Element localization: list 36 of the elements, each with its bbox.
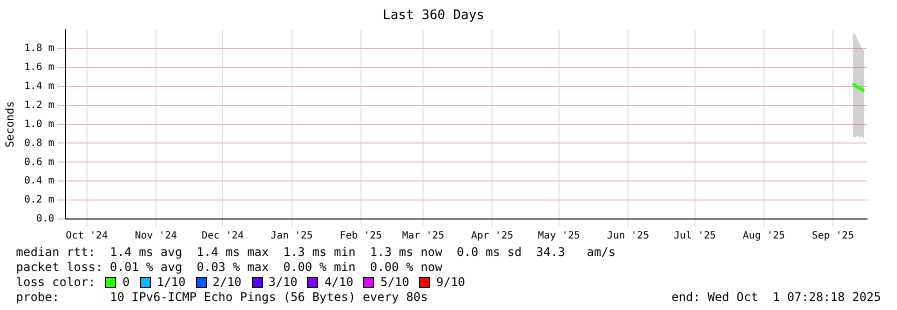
x-tick-label: Jul '25 (674, 230, 716, 242)
x-tick-label: May '25 (538, 230, 580, 242)
x-tick-label: Nov '24 (134, 230, 177, 242)
legend-label: 1/10 (156, 275, 186, 290)
y-tick-label: 0.2 m (24, 194, 54, 206)
x-tick-label: Mar '25 (402, 230, 444, 242)
x-tick-label: Dec '24 (202, 230, 244, 242)
chart-title: Last 360 Days (382, 8, 484, 24)
y-tick-label: 1.2 m (24, 100, 54, 111)
x-tick-label: Oct '24 (66, 230, 108, 242)
legend-title: loss color: (16, 275, 96, 290)
y-tick-label: 1.8 m (24, 43, 54, 54)
x-tick-label: Aug '25 (742, 230, 785, 242)
x-tick-label: Sep '25 (812, 230, 854, 242)
y-tick-label: 1.4 m (24, 81, 54, 92)
text: probe: 10 IPv6-ICMP Echo Pings (56 Bytes) every 80s (16, 290, 428, 305)
x-tick-label: Feb '25 (340, 230, 382, 242)
text: packet loss: 0.01 % avg 0.03 % max 0.00 % min 0.00 % now (16, 260, 444, 275)
legend-label: 2/10 (212, 275, 242, 290)
legend-label: 3/10 (268, 275, 298, 290)
y-tick-label: 0.0 (36, 214, 54, 225)
legend-label: 5/10 (380, 275, 410, 290)
legend-label: 0 (122, 275, 130, 290)
text: median rtt: 1.4 ms avg 1.4 ms max 1.3 ms min 1.3 ms now 0.0 ms sd 34.3 am/s (16, 245, 617, 260)
y-tick-label: 0.6 m (24, 156, 54, 168)
x-tick-label: Jan '25 (270, 230, 313, 242)
y-tick-label: 0.8 m (24, 138, 54, 149)
text: end: Wed Oct 1 07:28:18 2025 (671, 290, 881, 305)
legend-label: 9/10 (436, 275, 466, 290)
y-axis-title: Seconds (3, 101, 16, 148)
legend-label: 4/10 (324, 275, 354, 290)
x-tick-label: Apr '25 (471, 230, 514, 242)
y-tick-label: 0.4 m (24, 176, 54, 187)
x-tick-label: Jun '25 (606, 230, 650, 242)
y-tick-label: 1.6 m (24, 62, 54, 74)
y-tick-label: 1.0 m (24, 118, 54, 130)
